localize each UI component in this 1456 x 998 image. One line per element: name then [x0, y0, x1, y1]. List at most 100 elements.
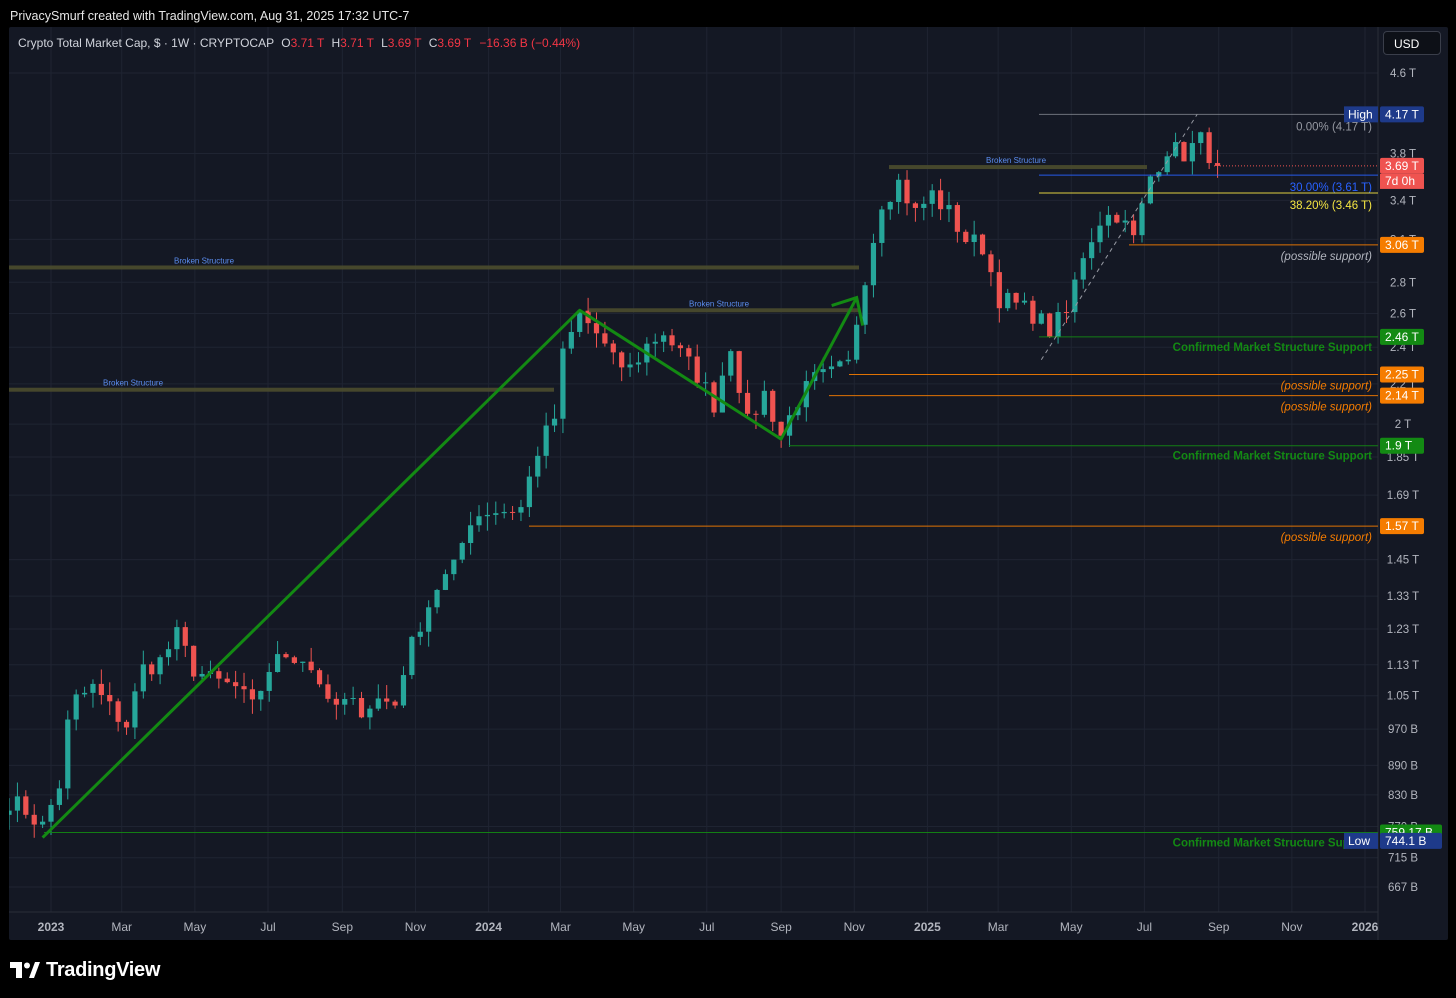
candle-body — [384, 698, 390, 702]
candle-body — [761, 390, 767, 415]
candle-body — [845, 359, 851, 362]
candle-body — [921, 203, 927, 208]
symbol-legend: Crypto Total Market Cap, $ · 1W · CRYPTO… — [18, 36, 580, 50]
candle-body — [778, 421, 784, 436]
candle-body — [65, 719, 71, 789]
broken-structure-band — [889, 165, 1147, 170]
price-badge — [1380, 157, 1424, 174]
candle-body — [1047, 313, 1053, 337]
open-label: O — [281, 36, 291, 50]
candle-body — [535, 455, 541, 477]
y-tick-label: 2.6 T — [1390, 309, 1416, 321]
fib-trend-line — [1040, 114, 1198, 360]
candle-body — [174, 627, 180, 650]
candle-body — [165, 649, 172, 658]
x-tick-label: Nov — [1281, 920, 1302, 934]
candle-body — [459, 543, 465, 560]
candle-body — [954, 205, 960, 232]
level-note: 38.20% (3.46 T) — [1290, 200, 1372, 212]
tradingview-logo-text: TradingView — [46, 958, 161, 981]
y-tick-label: 1.23 T — [1387, 624, 1419, 636]
candle-body — [937, 190, 944, 210]
low-label: L — [381, 36, 388, 50]
chart-panel[interactable]: 4.6 T3.8 T3.4 T3.1 T2.8 T2.6 T2.4 T2.2 T… — [9, 27, 1448, 940]
y-tick-label: 1.33 T — [1387, 591, 1419, 603]
candle-body — [677, 345, 684, 349]
level-note: (possible support) — [1281, 532, 1373, 544]
candle-body — [694, 356, 700, 383]
broken-structure-label: Broken Structure — [174, 256, 235, 265]
candle-body — [249, 689, 256, 700]
y-tick-label: 4.6 T — [1390, 68, 1416, 80]
candle-body — [526, 476, 532, 508]
level-tag — [1344, 106, 1378, 123]
candle-body — [979, 234, 986, 255]
y-tick-label: 2.4 T — [1390, 342, 1416, 354]
candle-body — [854, 324, 860, 360]
candle-body — [274, 654, 281, 673]
candle-body — [837, 361, 843, 367]
candle-body — [728, 351, 734, 376]
candle-body — [14, 796, 21, 811]
y-tick-label: 830 B — [1388, 790, 1418, 802]
price-badge — [1380, 518, 1424, 535]
candle-body — [98, 683, 104, 696]
price-chart[interactable]: 4.6 T3.8 T3.4 T3.1 T2.8 T2.6 T2.4 T2.2 T… — [9, 27, 1448, 940]
candle-body — [48, 804, 54, 822]
x-tick-label: Sep — [332, 920, 354, 934]
candle-body — [635, 362, 642, 365]
x-tick-label: Sep — [1208, 920, 1230, 934]
candle-body — [619, 352, 625, 368]
candle-body — [358, 697, 365, 718]
candle-body — [1189, 143, 1195, 162]
currency-button[interactable]: USD — [1383, 31, 1441, 55]
low-value: 3.69 T — [387, 36, 422, 50]
candle-body — [661, 335, 667, 342]
tradingview-logo-icon — [10, 962, 40, 978]
candle-body — [753, 413, 759, 415]
candle-body — [593, 323, 600, 334]
candle-body — [375, 698, 381, 709]
price-badge-text: 2.25 T — [1385, 367, 1419, 381]
high-label: H — [331, 36, 341, 50]
level-note: (possible support) — [1281, 402, 1373, 414]
broken-structure-label: Broken Structure — [986, 156, 1047, 165]
candle-body — [551, 418, 558, 426]
candle-body — [73, 694, 79, 720]
close-value: 3.69 T — [437, 36, 471, 50]
candle-body — [929, 190, 935, 204]
candle-body — [9, 810, 12, 815]
high-value: 3.71 T — [340, 36, 374, 50]
candle-body — [367, 708, 373, 718]
y-tick-label: 715 B — [1388, 853, 1418, 865]
candle-body — [1097, 225, 1103, 243]
candle-body — [896, 179, 902, 202]
x-tick-label: Jul — [699, 920, 714, 934]
candle-body — [946, 205, 952, 210]
y-tick-label: 2 T — [1395, 419, 1411, 431]
candle-body — [266, 672, 272, 691]
candle-body — [1164, 156, 1170, 173]
countdown-text: 7d 0h — [1385, 174, 1415, 188]
candle-body — [56, 788, 62, 805]
candle-body — [308, 661, 314, 671]
impulse-arrow — [41, 296, 859, 839]
candle-body — [434, 589, 440, 608]
candle-body — [40, 821, 46, 825]
y-tick-label: 3.8 T — [1390, 149, 1416, 161]
candle-body — [669, 335, 675, 346]
x-tick-label: Jul — [260, 920, 275, 934]
x-tick-label: Jul — [1137, 920, 1152, 934]
candle-body — [560, 348, 566, 419]
candle-body — [879, 209, 885, 243]
candle-body — [291, 657, 297, 663]
candle-body — [182, 627, 188, 646]
level-tag-text: High — [1348, 107, 1373, 121]
candle-body — [199, 673, 205, 677]
x-tick-label: May — [184, 920, 207, 934]
candle-body — [1021, 300, 1028, 303]
x-tick-label: May — [1060, 920, 1083, 934]
author-credit: PrivacySmurf created with TradingView.co… — [10, 9, 410, 23]
tradingview-logo[interactable]: TradingView — [10, 958, 160, 982]
candle-body — [1072, 279, 1078, 313]
